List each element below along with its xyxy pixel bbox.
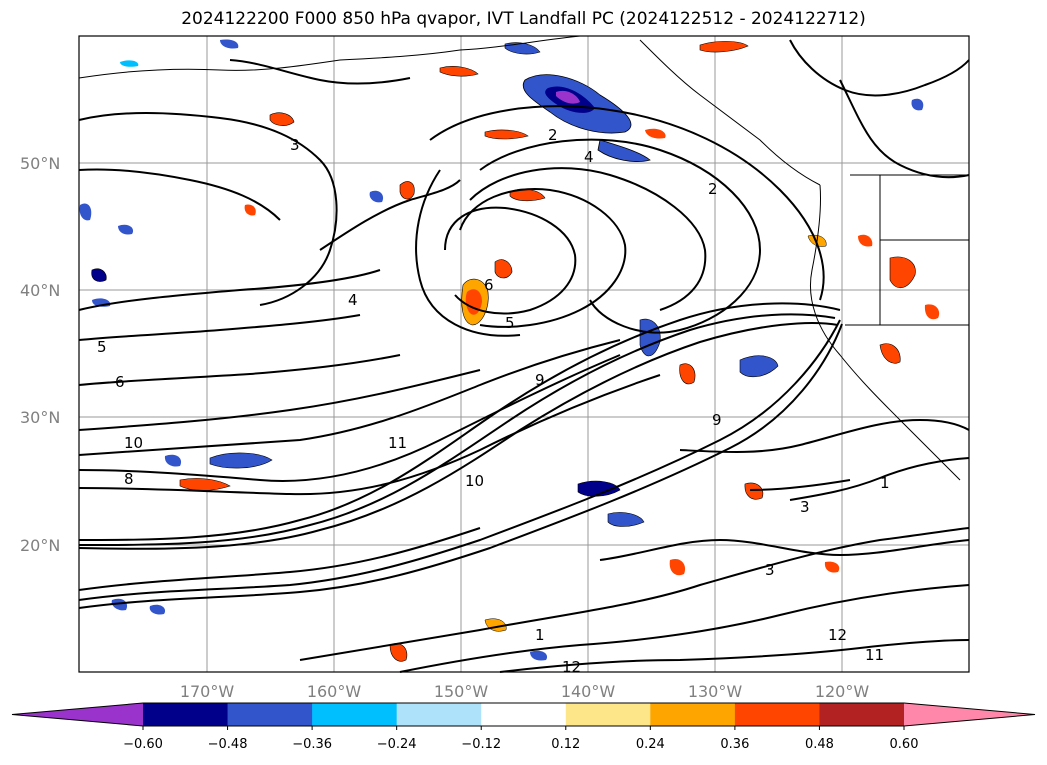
contour-label: 6 (484, 276, 494, 294)
colorbar-tick-label: 0.24 (636, 737, 665, 752)
contour-label: 1 (880, 474, 890, 492)
contour-label: 2 (548, 126, 558, 144)
contour-label: 12 (828, 626, 847, 644)
lon-label-170w: 170°W (180, 682, 235, 701)
map-title: 2024122200 F000 850 hPa qvapor, IVT Land… (181, 9, 866, 29)
contour-label: 6 (115, 373, 125, 391)
colorbar: −0.60 −0.48 −0.36 −0.24 −0.12 0.12 0.24 0.36 0.4… (11, 702, 1036, 752)
contour-label: 3 (765, 561, 775, 579)
colorbar-tick-label: 0.12 (551, 737, 580, 752)
colorbar-tick-label: −0.36 (292, 737, 332, 752)
contour-label: 2 (708, 180, 718, 198)
colorbar-tick-label: 0.60 (890, 737, 919, 752)
contour-label: 10 (124, 434, 143, 452)
lon-label-130w: 130°W (688, 682, 743, 701)
map-frame (78, 35, 970, 673)
contour-label: 5 (97, 338, 107, 356)
colorbar-segment (396, 703, 482, 726)
contour-label: 10 (465, 472, 484, 490)
contour-label: 8 (124, 470, 134, 488)
colorbar-extend-low (12, 703, 143, 726)
colorbar-segment (650, 703, 736, 726)
contour-label: 4 (348, 291, 358, 309)
contour-label: 3 (800, 498, 810, 516)
qvapor-shading (79, 39, 940, 662)
contour-label: 5 (505, 314, 515, 332)
lon-label-150w: 150°W (434, 682, 489, 701)
colorbar-tick-label: 0.36 (720, 737, 749, 752)
colorbar-segment (227, 703, 313, 726)
contour-label: 9 (535, 371, 545, 389)
lon-label-140w: 140°W (561, 682, 616, 701)
colorbar-tick-label: 0.48 (805, 737, 834, 752)
map-background (79, 36, 969, 672)
lat-label-20n: 20°N (20, 536, 60, 555)
colorbar-segment (312, 703, 398, 726)
colorbar-segment (734, 703, 820, 726)
latitude-labels: 50°N 40°N 30°N 20°N (20, 154, 60, 555)
lat-label-40n: 40°N (20, 281, 60, 300)
colorbar-segment (565, 703, 651, 726)
colorbar-tick-label: −0.24 (377, 737, 417, 752)
longitude-labels: 170°W 160°W 150°W 140°W 130°W 120°W (180, 682, 870, 701)
contour-label: 11 (388, 434, 407, 452)
colorbar-segment (481, 703, 567, 726)
lon-label-120w: 120°W (815, 682, 870, 701)
contour-label: 3 (290, 136, 300, 154)
ivt-contours (78, 39, 970, 673)
colorbar-tick-label: −0.60 (123, 737, 163, 752)
colorbar-segment (143, 703, 229, 726)
colorbar-extend-high (904, 703, 1035, 726)
contour-label: 9 (712, 411, 722, 429)
contour-label: 1 (535, 626, 545, 644)
contour-label: 11 (865, 646, 884, 664)
lon-label-160w: 160°W (307, 682, 362, 701)
contour-label: 4 (584, 148, 594, 166)
contour-label: 12 (562, 658, 581, 676)
colorbar-segment (819, 703, 905, 726)
lat-label-30n: 30°N (20, 408, 60, 427)
colorbar-tick-label: −0.12 (461, 737, 501, 752)
colorbar-tick-label: −0.48 (208, 737, 248, 752)
lat-label-50n: 50°N (20, 154, 60, 173)
